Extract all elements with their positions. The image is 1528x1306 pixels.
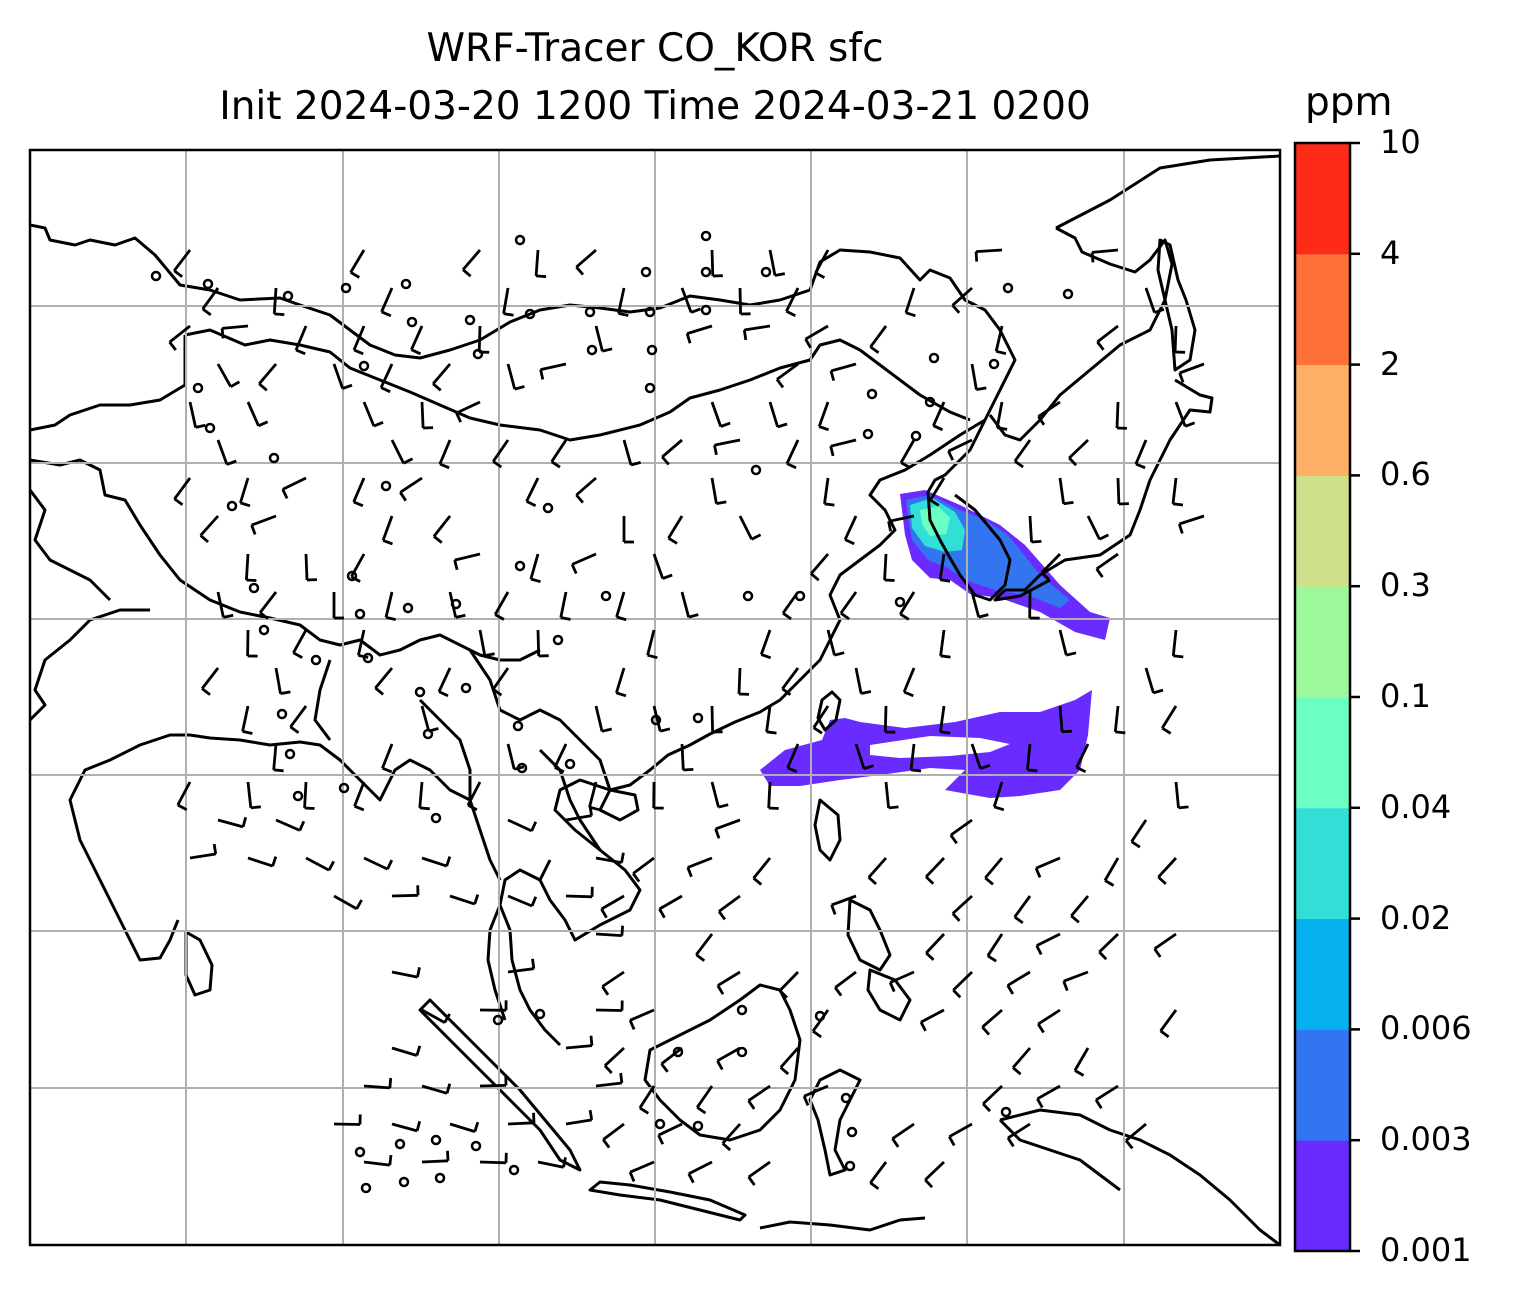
colorbar-segment	[1295, 697, 1350, 809]
colorbar-tick-label: 0.006	[1380, 1009, 1472, 1048]
colorbar-segment	[1295, 807, 1350, 920]
map-gridlines	[30, 150, 1280, 1245]
colorbar	[1293, 141, 1360, 1253]
colorbar-segment	[1295, 475, 1350, 587]
co-plume-inner-layer	[906, 495, 1070, 608]
colorbar-segment	[1295, 143, 1350, 255]
co-plume-korea-peak	[920, 506, 950, 536]
chart-title-line2: Init 2024-03-20 1200 Time 2024-03-21 020…	[219, 84, 1091, 129]
colorbar-unit-label: ppm	[1305, 80, 1393, 125]
colorbar-segment	[1295, 586, 1350, 698]
colorbar-tick-label: 2	[1380, 344, 1401, 383]
colorbar-segment	[1295, 1140, 1350, 1252]
colorbar-segment	[1295, 1029, 1350, 1141]
colorbar-tick-label: 0.02	[1380, 898, 1452, 937]
colorbar-segment	[1295, 253, 1350, 366]
chart-title-line1: WRF-Tracer CO_KOR sfc	[426, 26, 884, 71]
colorbar-tick-label: 0.001	[1380, 1231, 1472, 1269]
wind-barbs	[150, 230, 1205, 1194]
colorbar-tick-label: 0.04	[1380, 787, 1452, 826]
coastlines	[30, 154, 1280, 1245]
colorbar-tick-label: 0.003	[1380, 1120, 1472, 1159]
colorbar-tick-label: 0.1	[1380, 677, 1431, 715]
map-frame	[28, 148, 1282, 1247]
colorbar-segment	[1295, 364, 1350, 476]
colorbar-tick-label: 0.3	[1380, 566, 1431, 605]
colorbar-segment	[1295, 918, 1350, 1030]
colorbar-tick-label: 0.6	[1380, 455, 1431, 494]
colorbar-tick-label: 4	[1380, 233, 1401, 272]
colorbar-tick-label: 10	[1380, 123, 1421, 161]
